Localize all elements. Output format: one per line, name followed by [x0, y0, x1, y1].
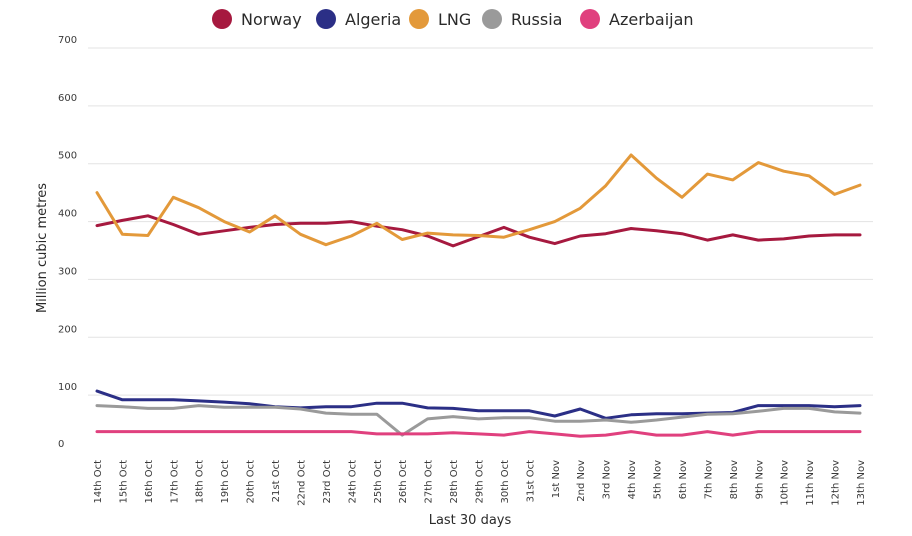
- x-tick-label: 19th Oct: [220, 460, 231, 504]
- x-tick-label: 18th Oct: [195, 460, 206, 504]
- x-tick-label: 23rd Oct: [322, 460, 333, 504]
- y-tick-label: 200: [58, 324, 77, 335]
- x-tick-label: 16th Oct: [144, 460, 155, 504]
- legend: Norway Algeria LNG Russia Azerbaijan: [212, 9, 694, 29]
- x-axis-ticks: 14th Oct 15th Oct 16th Oct 17th Oct 18th Oct…: [93, 460, 867, 506]
- series-line-norway: [95, 214, 862, 248]
- x-tick-label: 7th Nov: [703, 460, 714, 499]
- x-tick-label: 30th Oct: [500, 460, 511, 504]
- x-tick-label: 15th Oct: [118, 460, 129, 504]
- x-tick-label: 22nd Oct: [296, 460, 307, 506]
- x-tick-label: 9th Nov: [754, 460, 765, 499]
- x-tick-label: 24th Oct: [347, 460, 358, 504]
- x-tick-label: 5th Nov: [653, 460, 664, 499]
- legend-marker-azerbaijan: [580, 9, 600, 29]
- x-tick-label: 12th Nov: [831, 460, 842, 506]
- legend-marker-lng: [409, 9, 429, 29]
- series-line-russia: [95, 404, 862, 437]
- x-tick-label: 3rd Nov: [602, 460, 613, 499]
- legend-label-algeria: Algeria: [345, 10, 401, 29]
- x-axis-label: Last 30 days: [429, 513, 512, 528]
- y-tick-label: 600: [58, 93, 77, 104]
- y-tick-label: 100: [58, 382, 77, 393]
- x-tick-label: 11th Nov: [805, 460, 816, 506]
- x-tick-label: 28th Oct: [449, 460, 460, 504]
- legend-label-russia: Russia: [511, 10, 562, 29]
- x-tick-label: 8th Nov: [729, 460, 740, 499]
- legend-marker-russia: [482, 9, 502, 29]
- x-tick-label: 10th Nov: [780, 460, 791, 506]
- x-tick-label: 4th Nov: [627, 460, 638, 499]
- x-tick-label: 31st Oct: [525, 460, 536, 502]
- x-tick-label: 2nd Nov: [576, 460, 587, 502]
- y-tick-label: 500: [58, 151, 77, 162]
- series-lines: [95, 153, 862, 438]
- y-axis-label: Million cubic metres: [35, 183, 50, 313]
- x-tick-label: 29th Oct: [475, 460, 486, 504]
- x-tick-label: 13th Nov: [856, 460, 867, 506]
- y-tick-label: 0: [58, 439, 64, 450]
- x-tick-label: 25th Oct: [373, 460, 384, 504]
- x-tick-label: 21st Oct: [271, 460, 282, 502]
- y-tick-label: 400: [58, 209, 77, 220]
- x-tick-label: 6th Nov: [678, 460, 689, 499]
- series-line-azerbaijan: [95, 430, 862, 438]
- x-tick-label: 27th Oct: [424, 460, 435, 504]
- legend-marker-norway: [212, 9, 232, 29]
- x-tick-label: 20th Oct: [246, 460, 257, 504]
- legend-label-norway: Norway: [241, 10, 302, 29]
- y-axis-ticks: 0 100 200 300 400 500 600 700: [58, 35, 77, 450]
- x-tick-label: 17th Oct: [169, 460, 180, 504]
- x-tick-label: 26th Oct: [398, 460, 409, 504]
- gridlines: [88, 47, 873, 396]
- legend-marker-algeria: [316, 9, 336, 29]
- x-tick-label: 1st Nov: [551, 460, 562, 498]
- x-tick-label: 14th Oct: [93, 460, 104, 504]
- legend-label-lng: LNG: [438, 10, 471, 29]
- series-line-lng: [95, 153, 862, 247]
- legend-label-azerbaijan: Azerbaijan: [609, 10, 694, 29]
- y-tick-label: 700: [58, 35, 77, 46]
- y-tick-label: 300: [58, 266, 77, 277]
